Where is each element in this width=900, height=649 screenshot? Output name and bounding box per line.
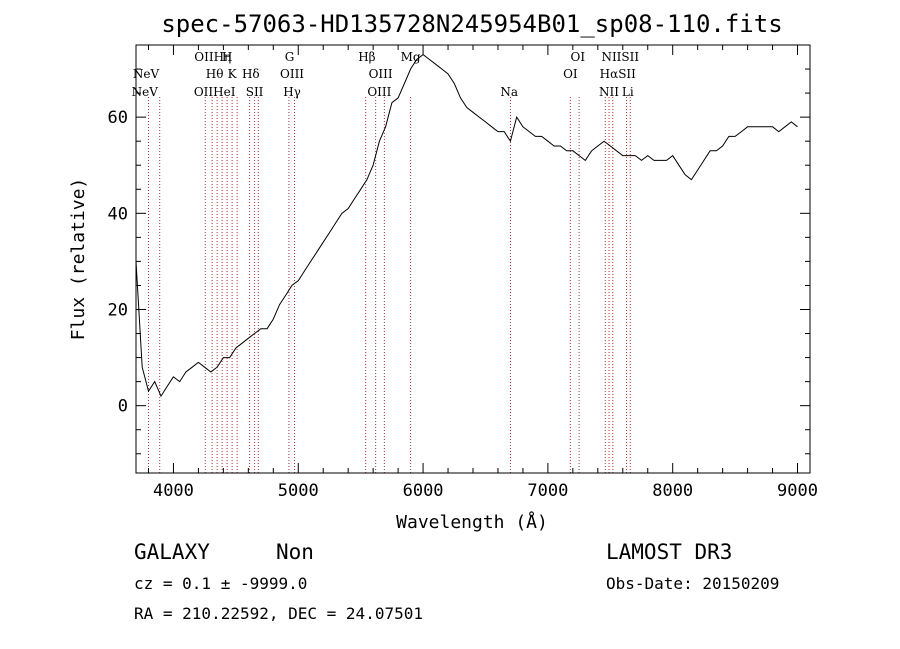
line-label-17: OI	[571, 50, 586, 64]
x-tick-label: 4000	[153, 481, 194, 501]
y-tick-label: 20	[108, 300, 128, 320]
survey-label: LAMOST DR3	[606, 540, 732, 564]
class-label: GALAXY	[134, 540, 210, 564]
line-label-10: OIII	[280, 67, 304, 81]
line-label-3: H	[222, 50, 232, 64]
spectrum-series-line	[135, 53, 798, 398]
line-label-9: G	[285, 50, 295, 64]
line-label-11: Hγ	[283, 85, 301, 99]
x-tick-label: 6000	[403, 481, 444, 501]
y-axis-label: Flux (relative)	[68, 178, 89, 341]
line-label-19: NIISII	[601, 50, 639, 64]
line-label-5: K	[228, 67, 238, 81]
line-label-22: Li	[622, 85, 634, 99]
y-axis: 0 20 40 60	[108, 68, 810, 455]
coords-text: RA = 210.22592, DEC = 24.07501	[134, 604, 423, 623]
x-axis-label: Wavelength (Å)	[396, 511, 548, 533]
line-label-4: Hθ	[206, 67, 224, 81]
line-label-16: Na	[500, 85, 518, 99]
line-label-2: OIIHη	[194, 50, 231, 64]
emission-line-markers	[147, 97, 631, 473]
line-label-12: Hβ	[358, 50, 375, 64]
x-tick-label: 9000	[777, 481, 818, 501]
line-label-15: Mg	[401, 50, 421, 64]
x-tick-label: 8000	[652, 481, 693, 501]
x-tick-label: 5000	[278, 481, 319, 501]
chart-title: spec-57063-HD135728N245954B01_sp08-110.f…	[161, 10, 782, 38]
x-axis: 4000 5000 6000 7000 8000 9000	[147, 45, 818, 501]
subclass-label: Non	[276, 540, 314, 564]
line-label-14: OIII	[367, 85, 391, 99]
line-label-18: OI	[563, 67, 578, 81]
obs-date-text: Obs-Date: 20150209	[606, 574, 779, 593]
line-label-21: NII	[599, 85, 619, 99]
x-tick-label: 7000	[527, 481, 568, 501]
cz-text: cz = 0.1 ± -9999.0	[134, 574, 307, 593]
line-label-13: OIII	[369, 67, 393, 81]
line-label-1: NeV	[132, 85, 159, 99]
line-label-7: OIIHeI	[194, 85, 236, 99]
line-label-20: HαSII	[600, 67, 637, 81]
y-tick-label: 40	[108, 204, 128, 224]
y-tick-label: 0	[118, 397, 128, 417]
line-label-8: SII	[246, 85, 264, 99]
line-label-6: Hδ	[242, 67, 260, 81]
y-tick-label: 60	[108, 108, 128, 128]
line-label-0: NeV	[133, 67, 160, 81]
